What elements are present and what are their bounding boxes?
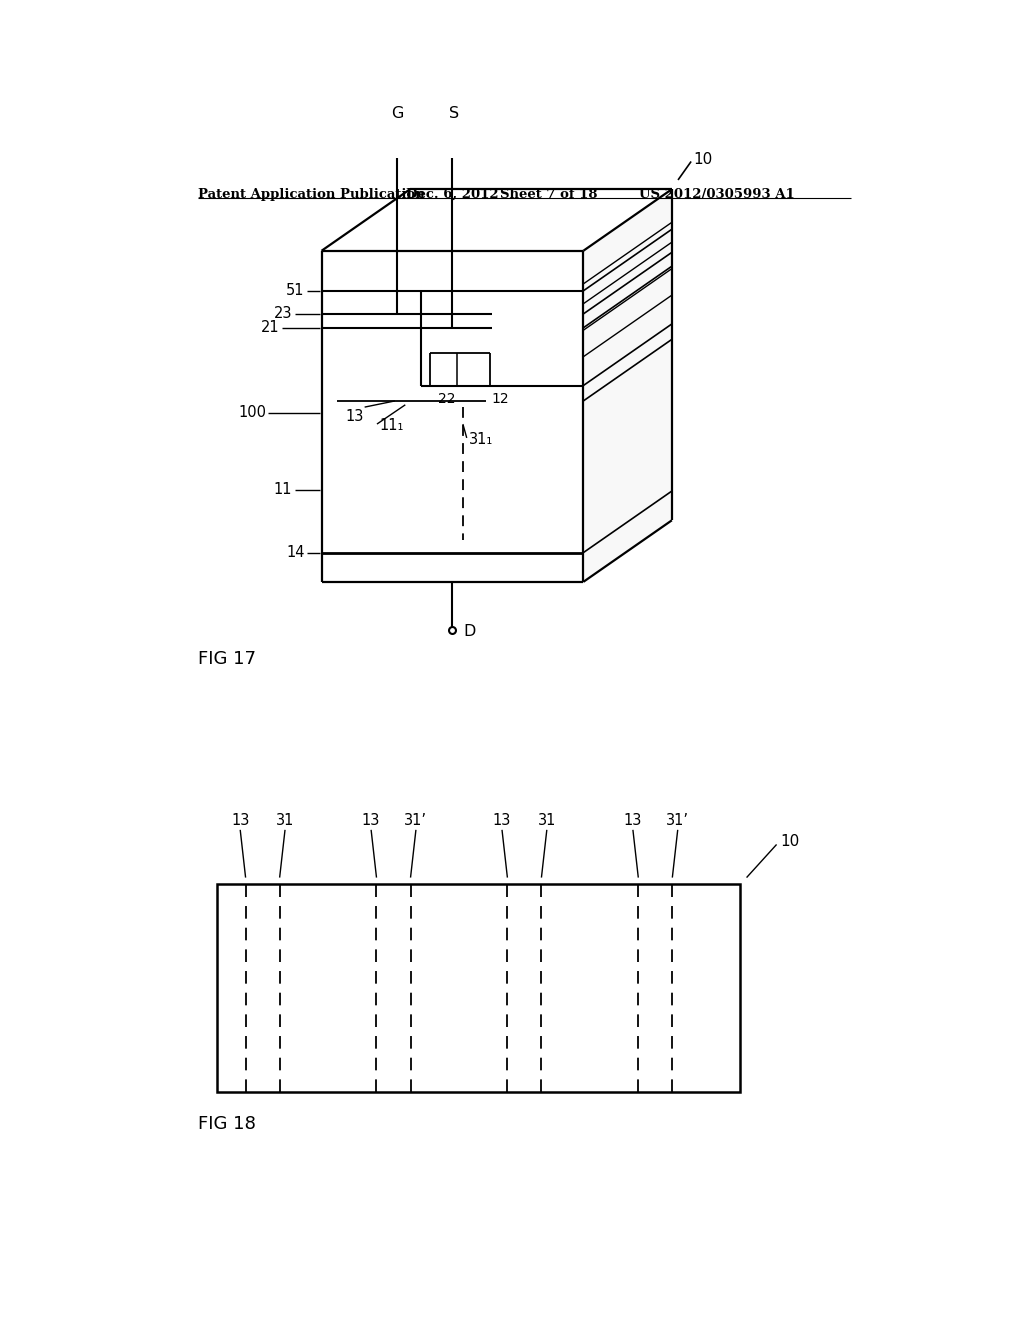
Text: 13: 13 xyxy=(345,409,364,424)
Text: 31: 31 xyxy=(538,813,556,829)
Text: 13: 13 xyxy=(361,813,380,829)
Text: 14: 14 xyxy=(286,545,304,560)
Text: 31₁: 31₁ xyxy=(469,432,494,447)
Text: 31’: 31’ xyxy=(404,813,427,829)
Text: Patent Application Publication: Patent Application Publication xyxy=(199,187,425,201)
Text: 31: 31 xyxy=(275,813,294,829)
Text: 22: 22 xyxy=(438,392,456,405)
Text: 23: 23 xyxy=(273,306,292,322)
Text: FIG 18: FIG 18 xyxy=(199,1114,256,1133)
Text: 21: 21 xyxy=(261,321,280,335)
Text: US 2012/0305993 A1: US 2012/0305993 A1 xyxy=(639,187,795,201)
Text: S: S xyxy=(449,107,459,121)
Text: Dec. 6, 2012: Dec. 6, 2012 xyxy=(407,187,499,201)
Text: 13: 13 xyxy=(624,813,642,829)
Text: FIG 17: FIG 17 xyxy=(199,649,256,668)
Text: 100: 100 xyxy=(239,405,266,420)
Text: 10: 10 xyxy=(780,834,800,849)
Text: 31’: 31’ xyxy=(667,813,689,829)
Text: D: D xyxy=(463,623,475,639)
Polygon shape xyxy=(584,189,672,582)
Text: 51: 51 xyxy=(286,284,304,298)
Text: 12: 12 xyxy=(492,392,510,405)
Polygon shape xyxy=(322,189,672,251)
Text: G: G xyxy=(391,107,403,121)
Text: 11: 11 xyxy=(273,482,292,498)
Bar xyxy=(217,884,740,1092)
Polygon shape xyxy=(322,251,584,582)
Text: 13: 13 xyxy=(493,813,511,829)
Text: 10: 10 xyxy=(693,152,713,168)
Text: 13: 13 xyxy=(231,813,250,829)
Text: 11₁: 11₁ xyxy=(379,418,403,433)
Text: Sheet 7 of 18: Sheet 7 of 18 xyxy=(500,187,598,201)
